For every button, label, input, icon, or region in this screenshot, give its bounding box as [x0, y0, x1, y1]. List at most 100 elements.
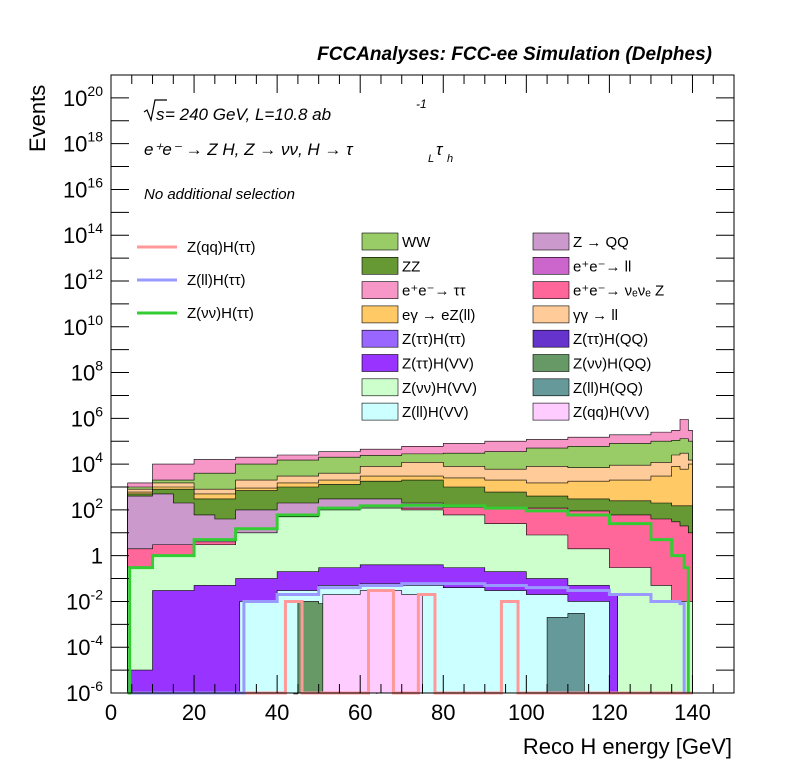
tau1-sub: L	[428, 153, 434, 165]
x-tick-label: 120	[591, 700, 628, 725]
y-tick-base: 10	[63, 315, 87, 340]
x-tick-label: 60	[348, 700, 372, 725]
selection-label: No additional selection	[144, 186, 295, 203]
legend-entry-swatch	[361, 305, 399, 324]
legend-entry-label: Z(ττ)H(VV)	[402, 356, 474, 373]
y-tick-label: 10-4	[66, 632, 103, 660]
y-tick-label: 1014	[63, 220, 103, 248]
legend-entry-label: Z → QQ	[573, 234, 629, 251]
x-tick-label: 140	[674, 700, 711, 725]
y-tick-label: 1012	[63, 266, 103, 294]
legend-entry-swatch	[361, 256, 399, 275]
x-axis-label: Reco H energy [GeV]	[523, 734, 732, 759]
legend-entry-label: e⁺e⁻→ ll	[573, 258, 631, 275]
x-tick-label: 20	[182, 700, 206, 725]
overlay-line-2	[127, 503, 690, 695]
legend-entry-label: Z(νν)H(VV)	[402, 380, 477, 397]
x-tick-label: 0	[105, 700, 117, 725]
y-tick-label: 102	[71, 495, 103, 523]
y-tick-label: 1010	[63, 312, 103, 340]
legend-entry-swatch	[532, 281, 570, 299]
legend-entry-label: e⁺e⁻→ νₑνₑ Z	[573, 283, 664, 300]
y-tick-base: 10	[66, 681, 90, 706]
y-tick-label: 104	[71, 449, 103, 477]
y-tick-base: 10	[71, 406, 95, 431]
legend-entry-swatch	[361, 354, 399, 372]
plot-header: FCCAnalyses: FCC-ee Simulation (Delphes)	[317, 44, 712, 65]
legend-entry-label: e⁺e⁻→ ττ	[402, 283, 466, 300]
legend-entry-swatch	[532, 232, 570, 251]
y-tick-base: 10	[63, 132, 87, 157]
legend-entry-swatch	[532, 256, 570, 275]
stack-layers	[127, 419, 693, 695]
y-tick-base: 1	[91, 544, 103, 569]
y-tick-exp: 18	[87, 129, 103, 145]
legend-line-label: Z(ll)H(ττ)	[187, 272, 246, 289]
legend-line-label: Z(qq)H(ττ)	[187, 239, 256, 256]
y-tick-base: 10	[66, 589, 90, 614]
legend-entry-label: Z(ττ)H(ττ)	[402, 331, 466, 348]
y-tick-exp: 12	[87, 266, 103, 282]
y-tick-base: 10	[63, 269, 87, 294]
y-tick-exp: 6	[95, 403, 103, 419]
legend-entry-label: eγ → eZ(ll)	[402, 307, 475, 324]
sqrt-s: s	[156, 105, 165, 124]
legend-entry-swatch	[532, 305, 570, 324]
legend-entry-label: Z(ττ)H(QQ)	[573, 331, 648, 348]
legend-entry-swatch	[361, 329, 399, 348]
legend-entry-swatch	[532, 378, 570, 397]
legend-entry-label: Z(qq)H(VV)	[573, 404, 650, 421]
y-tick-base: 10	[63, 86, 87, 111]
y-ticks: 102010181016101410121010108106104102110-…	[63, 83, 734, 706]
x-ticks: 0 20 40 60 80 100 120 140	[105, 75, 735, 725]
x-tick-label: 100	[508, 700, 545, 725]
y-tick-label: 1018	[63, 129, 103, 157]
stack-layer-12	[318, 590, 423, 695]
stack-layer-11	[542, 613, 585, 695]
sqrt-symbol	[143, 99, 167, 123]
y-tick-label: 106	[71, 403, 103, 431]
y-tick-exp: 10	[87, 312, 103, 328]
y-tick-exp: 2	[95, 495, 103, 511]
y-tick-base: 10	[71, 498, 95, 523]
y-tick-base: 10	[71, 361, 95, 386]
y-tick-base: 10	[63, 223, 87, 248]
y-tick-exp: -4	[91, 632, 104, 648]
y-tick-base: 10	[63, 177, 87, 202]
y-tick-label: 10-6	[66, 678, 103, 706]
y-tick-label: 10-2	[66, 586, 103, 614]
legend-entry-swatch	[361, 402, 399, 421]
y-tick-base: 10	[71, 452, 95, 477]
legend-entry-swatch	[532, 354, 570, 372]
y-tick-label: 1016	[63, 174, 103, 202]
legend-line-label: Z(νν)H(ττ)	[187, 305, 254, 322]
legend-entry-swatch	[361, 378, 399, 397]
legend-entry-label: ZZ	[402, 258, 420, 275]
annotation-block: s = 240 GeV, L=10.8 ab -1 e⁺e⁻ → Z H, Z …	[143, 97, 453, 203]
legend-entry-label: γγ → ll	[573, 307, 618, 324]
process-label: e⁺e⁻ → Z H, Z → νν, H → τ	[144, 140, 354, 159]
legend-entry-label: Z(ll)H(VV)	[402, 404, 469, 421]
legend: Z(qq)H(ττ) Z(ll)H(ττ) Z(νν)H(ττ) WW ZZ e⁺e⁻→ …	[137, 232, 664, 421]
y-tick-label: 1020	[63, 83, 103, 111]
x-tick-label: 40	[265, 700, 289, 725]
legend-entry-label: WW	[402, 234, 431, 251]
y-tick-exp: 8	[95, 358, 103, 374]
tau2-sub: h	[447, 153, 453, 165]
legend-entry-swatch	[361, 281, 399, 299]
lumi-exponent: -1	[416, 97, 427, 111]
y-tick-base: 10	[66, 635, 90, 660]
legend-entry-swatch	[532, 402, 570, 421]
legend-entry-label: Z(ll)H(QQ)	[573, 380, 643, 397]
x-tick-label: 80	[431, 700, 455, 725]
overlay-line-1	[127, 582, 686, 695]
y-tick-exp: 14	[87, 220, 103, 236]
y-tick-exp: 4	[95, 449, 103, 465]
y-tick-exp: -6	[91, 678, 104, 694]
legend-entry-label: Z(νν)H(QQ)	[573, 356, 651, 373]
y-tick-exp: 20	[87, 83, 103, 99]
y-tick-exp: -2	[91, 586, 104, 602]
y-tick-exp: 16	[87, 174, 103, 190]
